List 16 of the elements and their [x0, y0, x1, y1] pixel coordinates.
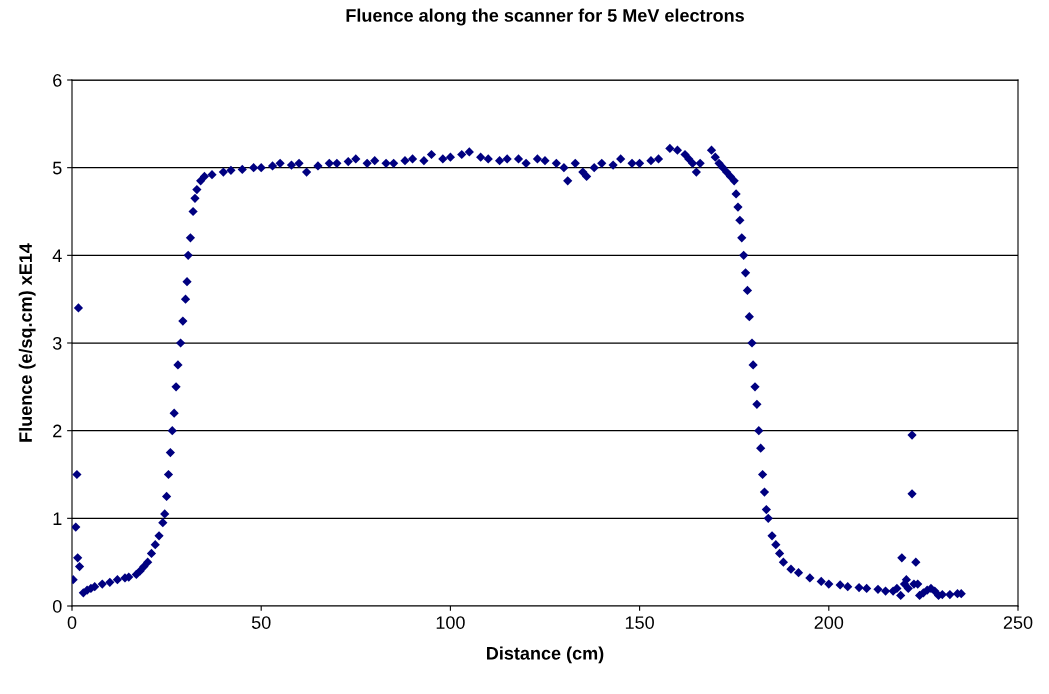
y-tick-label: 2 [53, 424, 62, 438]
chart-title: Fluence along the scanner for 5 MeV electrons [346, 8, 744, 26]
y-tick-label: 1 [53, 512, 62, 525]
x-tick-label: 200 [814, 616, 844, 629]
y-axis-title: Fluence (e/sq.cm) xE14 [18, 243, 36, 442]
x-axis-title: Distance (cm) [487, 646, 604, 664]
x-tick-label: 250 [1003, 616, 1033, 629]
y-tick-label: 3 [52, 336, 62, 350]
y-tick-label: 0 [52, 599, 62, 613]
x-tick-label: 50 [251, 616, 271, 629]
y-tick-label: 5 [52, 161, 62, 175]
y-tick-label: 4 [52, 249, 62, 262]
x-tick-label: 150 [625, 616, 654, 629]
x-tick-label: 100 [436, 616, 465, 629]
x-tick-label: 0 [67, 616, 77, 629]
y-tick-label: 6 [53, 73, 62, 87]
